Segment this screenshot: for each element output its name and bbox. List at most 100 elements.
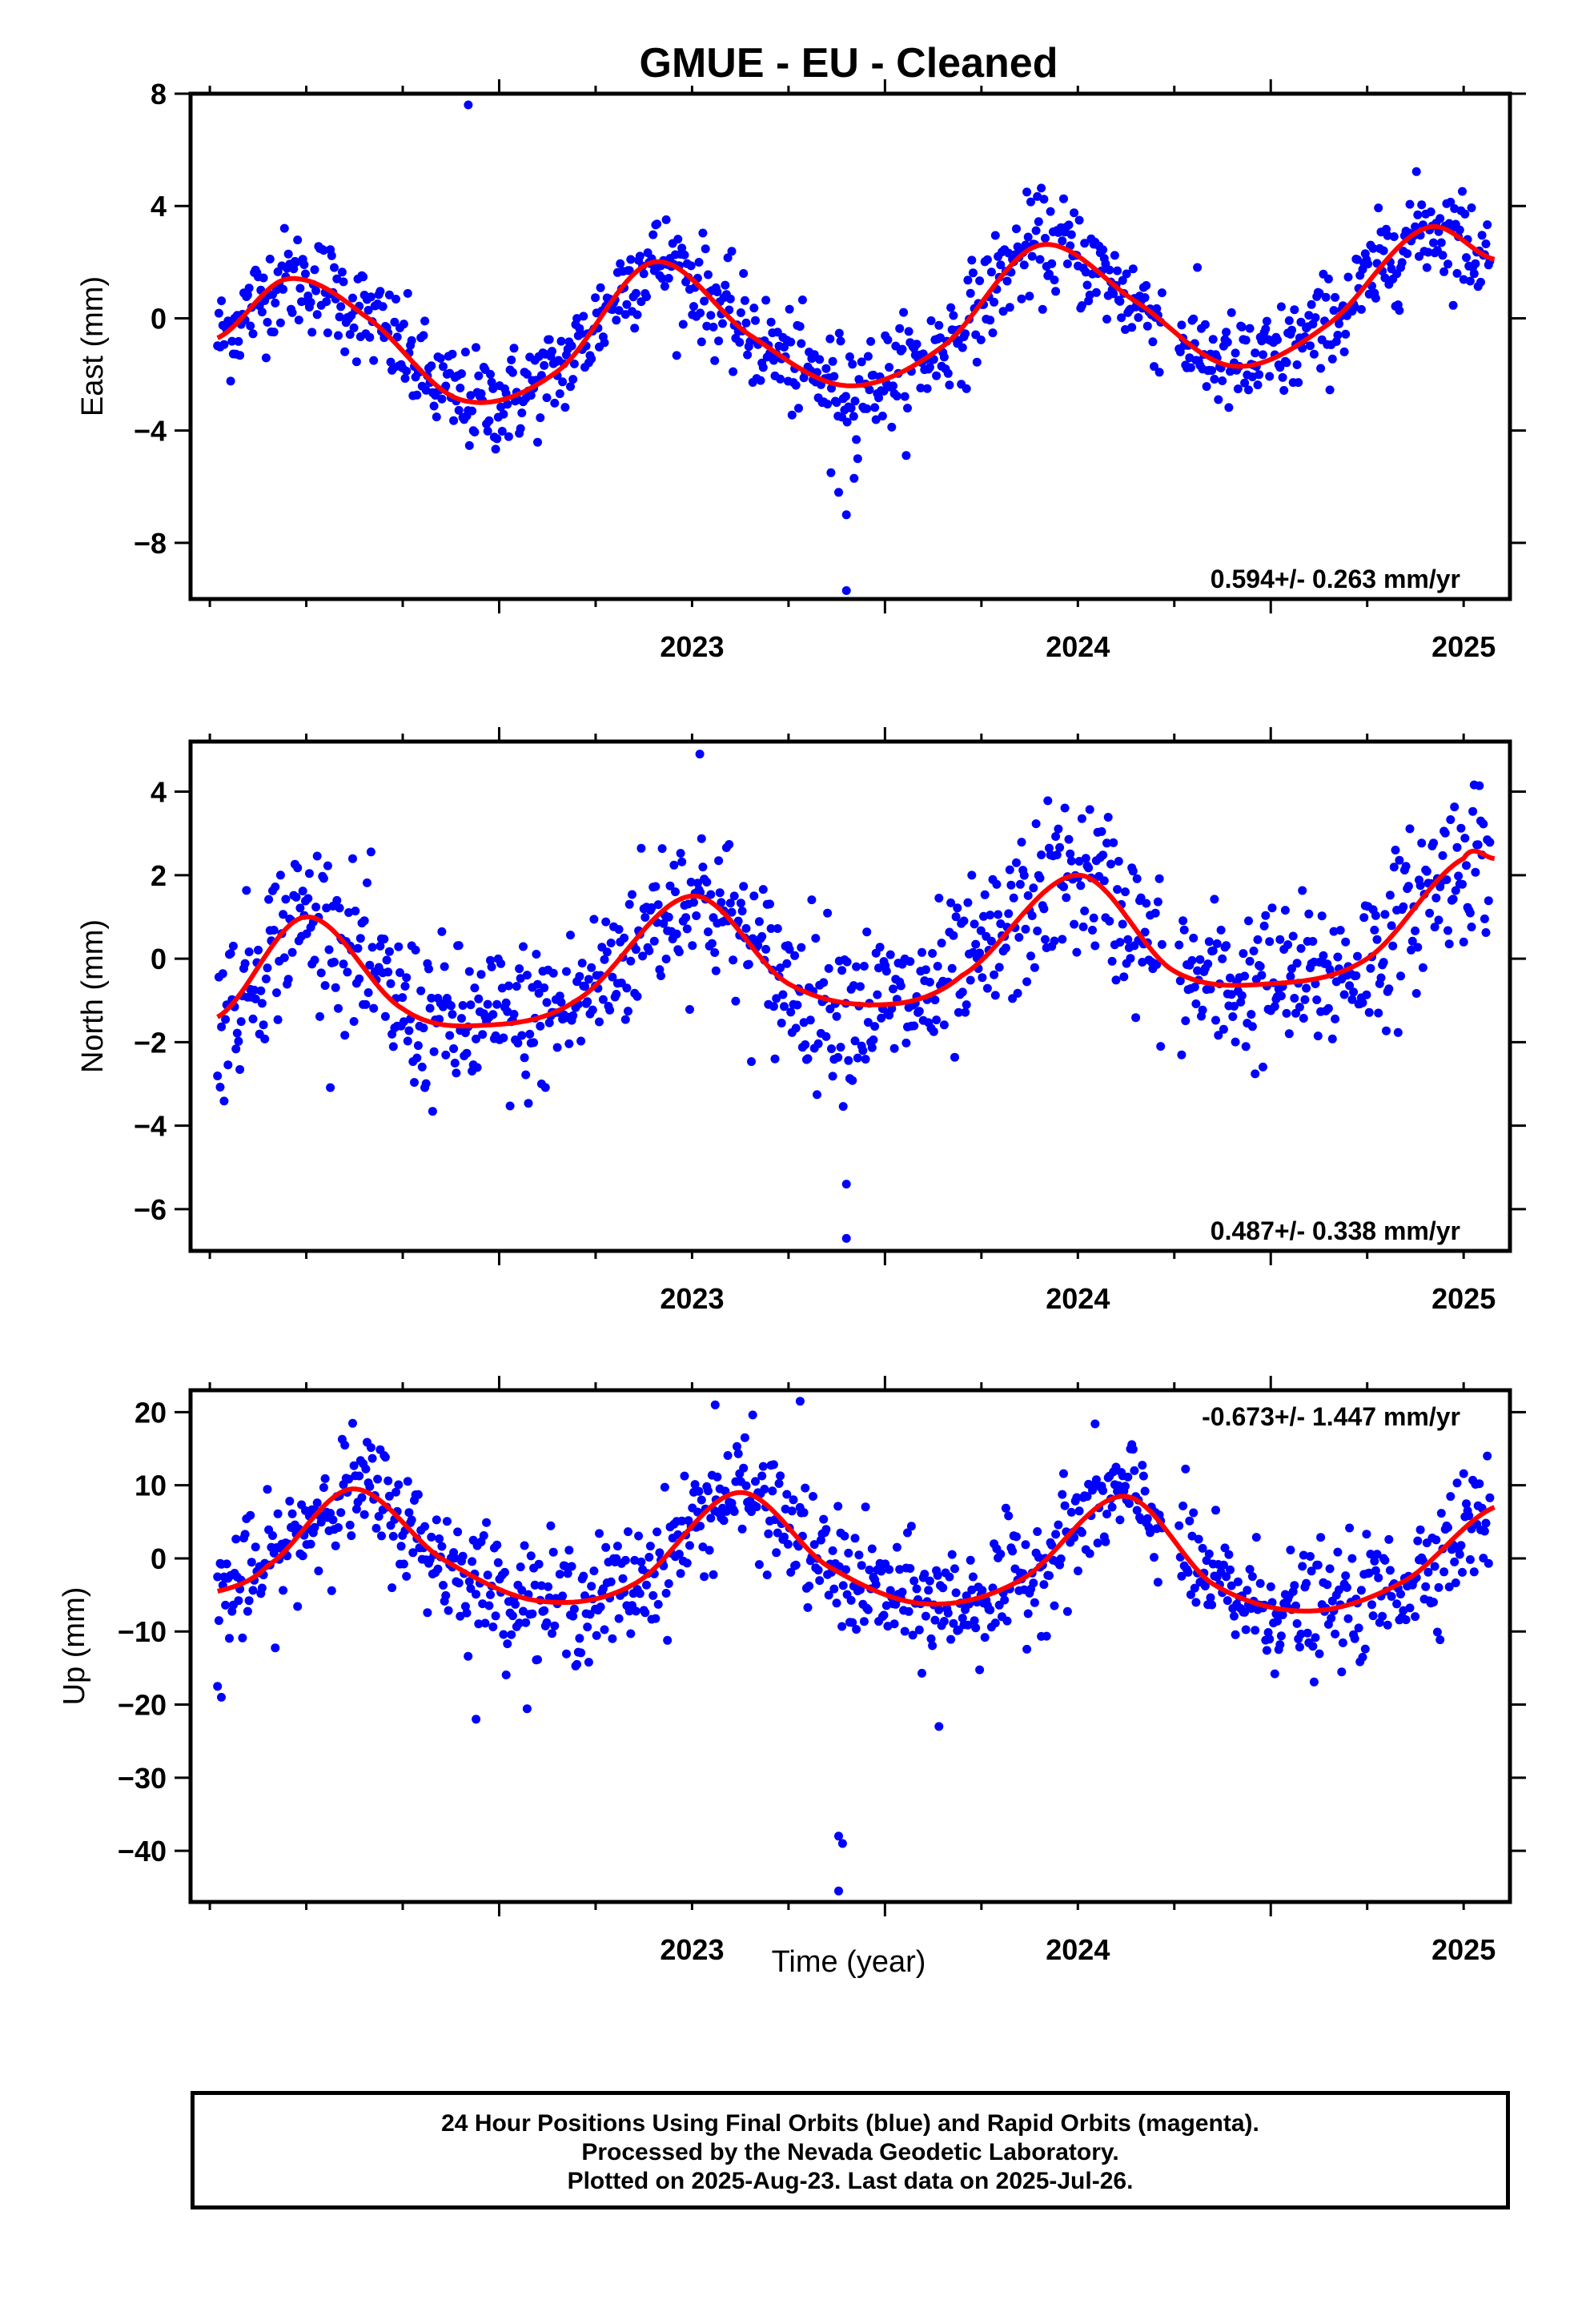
data-point xyxy=(909,1576,919,1586)
data-point xyxy=(366,847,375,857)
data-point xyxy=(754,1560,764,1570)
data-point xyxy=(776,374,785,384)
data-point xyxy=(516,1562,525,1572)
data-point xyxy=(1290,994,1299,1003)
data-point xyxy=(799,1508,809,1518)
data-point xyxy=(384,1491,394,1501)
data-point xyxy=(966,288,975,298)
data-point xyxy=(1323,274,1333,283)
data-point xyxy=(1481,239,1491,248)
data-point xyxy=(635,251,644,261)
data-point xyxy=(824,963,833,973)
data-point xyxy=(791,1023,801,1033)
data-point xyxy=(1077,301,1086,311)
data-point xyxy=(867,1043,877,1052)
data-point xyxy=(862,927,872,937)
data-point xyxy=(706,890,716,899)
data-point xyxy=(503,1639,512,1649)
data-point xyxy=(697,834,706,843)
data-point xyxy=(1255,370,1264,380)
data-point xyxy=(1358,998,1367,1007)
data-point xyxy=(844,1055,853,1065)
data-point xyxy=(825,1004,835,1014)
data-point xyxy=(664,274,673,283)
data-point xyxy=(824,1590,833,1600)
data-point xyxy=(962,384,971,393)
data-point xyxy=(1088,926,1097,935)
data-point xyxy=(841,1233,851,1243)
data-point xyxy=(834,1831,843,1841)
data-point xyxy=(669,860,679,870)
data-point xyxy=(1484,896,1493,906)
data-point xyxy=(801,1483,810,1493)
data-point xyxy=(472,1034,480,1043)
data-point xyxy=(1210,375,1219,384)
y-tick-label: −8 xyxy=(134,527,167,560)
data-point xyxy=(729,891,739,901)
data-point xyxy=(863,1018,873,1027)
data-point xyxy=(1183,1567,1193,1577)
data-point xyxy=(396,1542,406,1551)
data-point xyxy=(758,363,768,372)
data-point xyxy=(312,1498,322,1508)
data-point xyxy=(448,1010,457,1019)
data-point xyxy=(945,1572,954,1582)
data-point xyxy=(926,1634,936,1643)
data-point xyxy=(323,861,332,870)
data-point xyxy=(377,1531,386,1541)
data-point xyxy=(1347,1554,1357,1563)
data-point xyxy=(432,412,441,422)
data-point xyxy=(1058,1490,1067,1499)
data-point xyxy=(990,970,999,979)
data-point xyxy=(361,999,371,1009)
data-point xyxy=(1200,320,1210,329)
data-point xyxy=(980,890,990,899)
data-point xyxy=(885,363,894,372)
data-point xyxy=(967,1585,977,1594)
data-point xyxy=(986,1605,995,1614)
data-point xyxy=(823,400,833,409)
data-point xyxy=(695,750,705,759)
data-point xyxy=(1444,1582,1454,1592)
data-point xyxy=(1311,313,1320,323)
data-point xyxy=(1467,203,1476,212)
data-point xyxy=(761,296,771,305)
data-point xyxy=(1189,1508,1199,1518)
data-point xyxy=(950,1052,959,1062)
data-point xyxy=(1193,966,1203,975)
data-point xyxy=(1411,989,1421,998)
data-point xyxy=(1364,1007,1374,1017)
data-point xyxy=(1076,881,1086,891)
data-point xyxy=(1132,1506,1142,1515)
data-point xyxy=(1249,947,1259,955)
data-point xyxy=(688,941,697,951)
data-point xyxy=(1090,1419,1100,1429)
data-point xyxy=(1140,293,1150,303)
data-point xyxy=(892,1542,901,1552)
data-point xyxy=(971,1623,981,1633)
data-point xyxy=(345,1520,355,1530)
data-point xyxy=(530,1580,540,1590)
data-point xyxy=(413,1490,423,1499)
data-point xyxy=(678,320,688,329)
data-point xyxy=(373,1474,383,1484)
data-point xyxy=(375,287,385,296)
x-axis-label: Time (year) xyxy=(772,1945,926,1979)
data-point xyxy=(588,1005,597,1015)
data-point xyxy=(659,919,669,928)
data-point xyxy=(349,1017,359,1026)
data-point xyxy=(1298,1562,1307,1571)
data-point xyxy=(1233,1577,1243,1586)
data-point xyxy=(1335,926,1345,935)
data-point xyxy=(1442,875,1452,884)
data-point xyxy=(1214,395,1223,404)
data-point xyxy=(794,404,803,413)
data-point xyxy=(672,351,681,360)
data-point xyxy=(546,1521,556,1530)
data-point xyxy=(1356,304,1366,314)
data-point xyxy=(1202,382,1211,392)
data-point xyxy=(1035,255,1045,264)
data-point xyxy=(1114,1481,1123,1490)
data-point xyxy=(383,967,393,977)
data-point xyxy=(1118,919,1127,929)
